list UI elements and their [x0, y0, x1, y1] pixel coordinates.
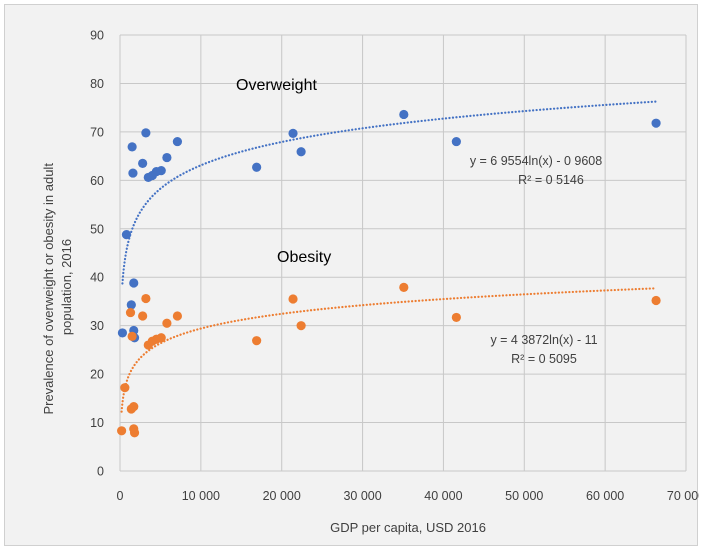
point-overweight — [126, 300, 136, 310]
x-tick-label: 50 000 — [505, 489, 543, 503]
y-tick-label: 80 — [90, 77, 104, 91]
point-obesity — [162, 318, 172, 328]
point-obesity — [127, 331, 137, 341]
data-points — [117, 109, 661, 438]
point-obesity — [156, 333, 166, 343]
point-overweight — [117, 328, 128, 338]
point-overweight — [128, 168, 138, 178]
axes: 0 10 20 30 40 50 60 70 80 90 0 10 000 20 000 30 000 40… — [90, 29, 704, 504]
point-obesity — [129, 401, 139, 412]
point-overweight — [651, 118, 661, 128]
obesity-trend-equation: y = 4 3872ln(x) - 11 — [490, 333, 597, 347]
point-overweight — [138, 158, 148, 168]
point-obesity — [141, 293, 151, 304]
point-obesity — [172, 311, 183, 321]
obesity-trend-r2: R² = 0 5095 — [511, 352, 577, 366]
point-obesity — [451, 312, 461, 323]
x-tick-label: 20 000 — [263, 489, 301, 503]
y-tick-label: 0 — [97, 465, 104, 479]
point-overweight — [156, 166, 166, 176]
point-obesity — [117, 426, 127, 436]
point-obesity — [288, 294, 298, 304]
point-obesity — [138, 311, 148, 321]
y-tick-label: 50 — [90, 222, 104, 236]
x-tick-label: 60 000 — [586, 489, 624, 503]
y-axis-label-line-1: Prevalence of overweight or obesity in a… — [41, 163, 56, 415]
point-overweight — [252, 162, 262, 172]
point-obesity — [296, 321, 306, 331]
point-obesity — [399, 282, 409, 292]
point-overweight — [127, 142, 137, 152]
point-overweight — [451, 136, 461, 147]
series-label-overweight: Overweight — [236, 77, 317, 94]
point-obesity — [120, 383, 130, 393]
x-tick-label: 70 000 — [667, 489, 699, 503]
point-overweight — [399, 109, 409, 120]
x-tick-label: 40 000 — [424, 489, 462, 503]
point-obesity — [129, 428, 140, 438]
x-tick-label: 30 000 — [343, 489, 381, 503]
y-tick-label: 70 — [90, 125, 104, 139]
point-overweight — [288, 128, 298, 138]
gridlines — [119, 34, 687, 472]
point-overweight — [162, 152, 172, 163]
point-obesity — [125, 307, 136, 318]
x-axis-label: GDP per capita, USD 2016 — [330, 520, 486, 535]
x-tick-label: 10 000 — [182, 489, 220, 503]
y-axis-label: Prevalence of overweight or obesity in a… — [41, 159, 74, 414]
y-tick-label: 60 — [90, 174, 104, 188]
y-tick-label: 40 — [90, 271, 104, 285]
point-obesity — [252, 336, 262, 346]
point-overweight — [141, 128, 151, 138]
point-overweight — [172, 136, 183, 147]
trendline-obesity — [120, 287, 658, 413]
scatter-chart: 0 10 20 30 40 50 60 70 80 90 0 10 000 20 000 30 000 40… — [41, 29, 704, 536]
point-overweight — [296, 147, 306, 157]
series-label-obesity: Obesity — [277, 249, 331, 266]
y-tick-label: 30 — [90, 319, 104, 333]
overweight-trend-equation: y = 6 9554ln(x) - 0 9608 — [470, 154, 602, 168]
point-overweight — [121, 229, 132, 240]
x-tick-label: 0 — [117, 489, 124, 503]
trendline-overweight — [121, 100, 658, 285]
annotations: Overweight Obesity y = 6 9554ln(x) - 0 9… — [41, 77, 602, 535]
y-axis-label-line-2: population, 2016 — [59, 239, 74, 335]
y-tick-label: 10 — [90, 416, 104, 430]
point-obesity — [651, 295, 661, 306]
y-tick-label: 20 — [90, 368, 104, 382]
point-overweight — [129, 278, 139, 288]
y-tick-label: 90 — [90, 29, 104, 43]
overweight-trend-r2: R² = 0 5146 — [518, 173, 584, 187]
chart-area: 0 10 20 30 40 50 60 70 80 90 0 10 000 20 000 30 000 40… — [4, 4, 704, 546]
